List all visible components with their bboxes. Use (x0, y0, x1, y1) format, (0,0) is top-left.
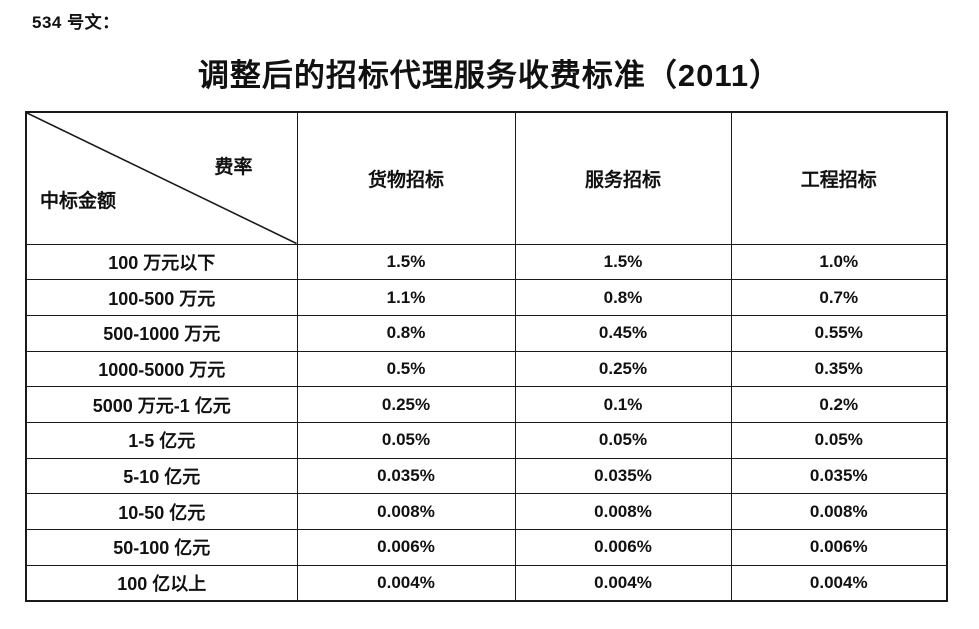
row-label-amount-range: 100-500 万元 (25, 279, 298, 316)
corner-cell: 费率 中标金额 (25, 111, 298, 245)
rate-cell: 0.004% (296, 564, 516, 602)
rate-cell: 0.008% (730, 493, 948, 530)
column-header-engineering-tender: 工程招标 (730, 111, 948, 245)
rate-cell: 0.006% (514, 529, 732, 566)
row-label-amount-range: 5-10 亿元 (25, 457, 298, 495)
table-row: 10-50 亿元 0.008% 0.008% 0.008% (25, 493, 948, 530)
row-label-amount-range: 100 亿以上 (25, 564, 298, 602)
column-header-service-tender: 服务招标 (514, 111, 732, 245)
rate-cell: 0.05% (514, 421, 732, 459)
rate-cell: 1.0% (730, 243, 948, 281)
rate-cell: 0.5% (296, 350, 516, 388)
rate-cell: 0.35% (730, 350, 948, 388)
rate-cell: 0.004% (514, 564, 732, 602)
table-row: 5000 万元-1 亿元 0.25% 0.1% 0.2% (25, 386, 948, 423)
rate-cell: 1.5% (514, 243, 732, 281)
rate-cell: 0.05% (730, 421, 948, 459)
row-label-amount-range: 100 万元以下 (25, 243, 298, 281)
corner-label-bid-amount: 中标金额 (40, 190, 117, 212)
table-row: 100 亿以上 0.004% 0.004% 0.004% (25, 564, 948, 602)
rate-cell: 0.1% (514, 386, 732, 423)
rate-cell: 1.1% (296, 279, 516, 316)
rate-cell: 0.006% (296, 529, 516, 566)
rate-cell: 0.035% (730, 457, 948, 495)
rate-cell: 0.008% (296, 493, 516, 530)
rate-cell: 0.008% (514, 493, 732, 530)
table-row: 100-500 万元 1.1% 0.8% 0.7% (25, 279, 948, 316)
table-row: 5-10 亿元 0.035% 0.035% 0.035% (25, 457, 948, 495)
diagonal-divider-line (27, 113, 297, 244)
rate-cell: 1.5% (296, 243, 516, 281)
rate-cell: 0.035% (296, 457, 516, 495)
row-label-amount-range: 500-1000 万元 (25, 314, 298, 352)
rate-cell: 0.45% (514, 314, 732, 352)
table-row: 500-1000 万元 0.8% 0.45% 0.55% (25, 314, 948, 352)
table-row: 100 万元以下 1.5% 1.5% 1.0% (25, 243, 948, 281)
rate-cell: 0.55% (730, 314, 948, 352)
rate-cell: 0.05% (296, 421, 516, 459)
fee-table: 费率 中标金额 货物招标 服务招标 工程招标 100 万元以下 1.5% 1.5% 1… (25, 111, 948, 602)
rate-cell: 0.8% (296, 314, 516, 352)
row-label-amount-range: 10-50 亿元 (25, 493, 298, 530)
rate-cell: 0.7% (730, 279, 948, 316)
doc-number: 534 号文： (32, 13, 120, 32)
rate-cell: 0.8% (514, 279, 732, 316)
table-row: 1-5 亿元 0.05% 0.05% 0.05% (25, 421, 948, 459)
row-label-amount-range: 50-100 亿元 (25, 529, 298, 566)
rate-cell: 0.004% (730, 564, 948, 602)
corner-label-rate: 费率 (214, 157, 253, 178)
fee-table-body: 100 万元以下 1.5% 1.5% 1.0% 100-500 万元 1.1% 0.8% 0.… (25, 243, 948, 602)
table-row: 50-100 亿元 0.006% 0.006% 0.006% (25, 529, 948, 566)
rate-cell: 0.035% (514, 457, 732, 495)
page-title: 调整后的招标代理服务收费标准（2011） (197, 58, 782, 93)
rate-cell: 0.25% (514, 350, 732, 388)
row-label-amount-range: 5000 万元-1 亿元 (25, 386, 298, 423)
row-label-amount-range: 1-5 亿元 (25, 421, 298, 459)
rate-cell: 0.006% (730, 529, 948, 566)
header-row: 费率 中标金额 货物招标 服务招标 工程招标 (25, 111, 948, 245)
table-row: 1000-5000 万元 0.5% 0.25% 0.35% (25, 350, 948, 388)
column-header-goods-tender: 货物招标 (296, 111, 516, 245)
rate-cell: 0.2% (730, 386, 948, 423)
rate-cell: 0.25% (296, 386, 516, 423)
row-label-amount-range: 1000-5000 万元 (25, 350, 298, 388)
